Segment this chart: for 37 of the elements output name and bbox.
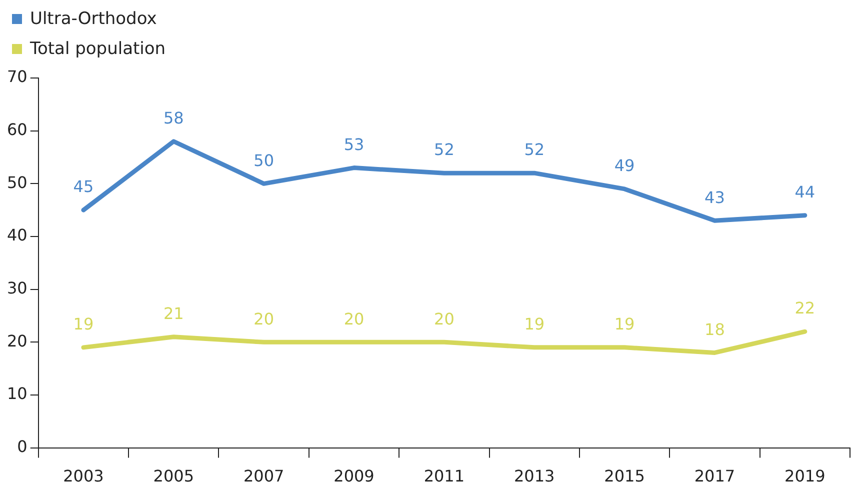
x-tick-label: 2011: [424, 466, 465, 486]
x-tick-label: 2005: [153, 466, 194, 486]
data-label: 20: [434, 309, 454, 328]
y-tick-label: 10: [7, 384, 28, 404]
x-tick-label: 2017: [694, 466, 736, 486]
y-tick-label: 70: [7, 67, 28, 86]
y-tick-label: 60: [7, 120, 28, 139]
data-label: 52: [434, 140, 454, 160]
data-label: 43: [704, 188, 725, 207]
data-label: 19: [524, 314, 545, 334]
data-label: 20: [344, 309, 364, 328]
data-label: 45: [73, 177, 94, 196]
data-label: 20: [254, 309, 274, 328]
x-tick-label: 2007: [243, 466, 284, 486]
x-tick-label: 2003: [63, 466, 104, 486]
data-label: 22: [794, 298, 816, 318]
data-label: 49: [614, 156, 635, 176]
data-label: 52: [524, 140, 545, 160]
x-tick-label: 2015: [604, 466, 645, 486]
data-label: 19: [73, 314, 94, 334]
legend-label: Total population: [30, 39, 166, 59]
data-label: 18: [704, 320, 725, 339]
x-tick-label: 2009: [334, 466, 374, 486]
y-tick-label: 40: [7, 226, 28, 245]
data-label: 53: [344, 134, 364, 154]
data-label: 58: [163, 108, 184, 128]
y-tick-label: 30: [7, 278, 28, 298]
x-tick-label: 2013: [514, 466, 555, 486]
y-tick-label: 0: [17, 436, 28, 456]
data-label: 21: [163, 304, 184, 324]
x-tick-label: 2019: [784, 466, 826, 486]
y-tick-label: 50: [7, 172, 28, 192]
data-label: 19: [614, 314, 635, 334]
data-label: 50: [254, 150, 274, 170]
legend-label: Ultra-Orthodox: [30, 9, 157, 29]
y-tick-label: 20: [7, 331, 28, 350]
data-label: 44: [794, 182, 816, 202]
